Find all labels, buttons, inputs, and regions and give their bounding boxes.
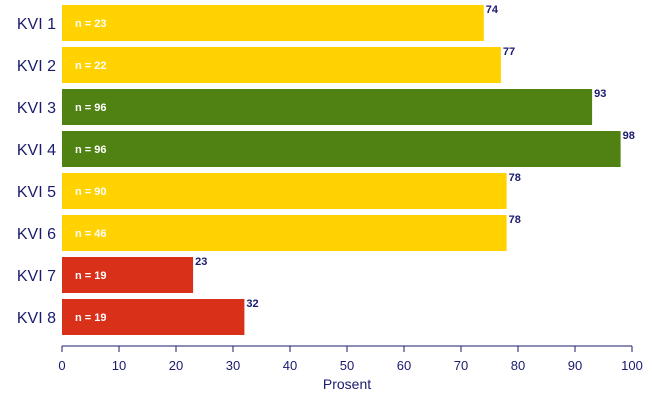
category-label: KVI 6: [17, 226, 56, 243]
category-label: KVI 2: [17, 58, 56, 75]
value-label: 32: [246, 298, 258, 310]
category-label: KVI 5: [17, 184, 56, 201]
n-count-label: n = 23: [75, 18, 107, 30]
x-tick-label: 60: [397, 358, 411, 373]
bar: [62, 215, 507, 251]
n-count-label: n = 19: [75, 312, 107, 324]
bar: [62, 131, 621, 167]
x-tick-label: 70: [454, 358, 468, 373]
x-tick-label: 50: [340, 358, 354, 373]
bar: [62, 47, 501, 83]
n-count-label: n = 90: [75, 186, 107, 198]
n-count-label: n = 19: [75, 270, 107, 282]
x-tick-label: 30: [226, 358, 240, 373]
n-count-label: n = 46: [75, 228, 107, 240]
x-axis: 0 10 20 30 40 50 60 70 80 90 100: [58, 345, 643, 373]
value-label: 78: [509, 214, 521, 226]
bars-group: KVI 1 n = 23 74 KVI 2 n = 22 77 KVI 3 n = 96 93 K…: [17, 4, 635, 335]
category-label: KVI 4: [17, 142, 56, 159]
value-label: 93: [594, 88, 606, 100]
category-label: KVI 1: [17, 16, 56, 33]
x-axis-title: Prosent: [323, 376, 371, 392]
value-label: 77: [503, 46, 515, 58]
x-tick-label: 40: [283, 358, 297, 373]
bar: [62, 257, 194, 293]
value-label: 74: [486, 4, 499, 16]
x-tick-label: 90: [568, 358, 582, 373]
category-label: KVI 8: [17, 310, 56, 327]
value-label: 23: [195, 256, 207, 268]
x-tick-label: 20: [169, 358, 183, 373]
x-tick-label: 100: [621, 358, 643, 373]
bar: [62, 5, 484, 41]
category-label: KVI 7: [17, 268, 56, 285]
value-label: 98: [623, 130, 635, 142]
x-tick-label: 10: [112, 358, 126, 373]
category-label: KVI 3: [17, 100, 56, 117]
bar: [62, 173, 507, 209]
x-tick-label: 80: [511, 358, 525, 373]
n-count-label: n = 96: [75, 102, 107, 114]
n-count-label: n = 96: [75, 144, 107, 156]
bar: [62, 89, 593, 125]
bar: [62, 299, 245, 335]
value-label: 78: [509, 172, 521, 184]
x-tick-label: 0: [58, 358, 65, 373]
n-count-label: n = 22: [75, 60, 107, 72]
